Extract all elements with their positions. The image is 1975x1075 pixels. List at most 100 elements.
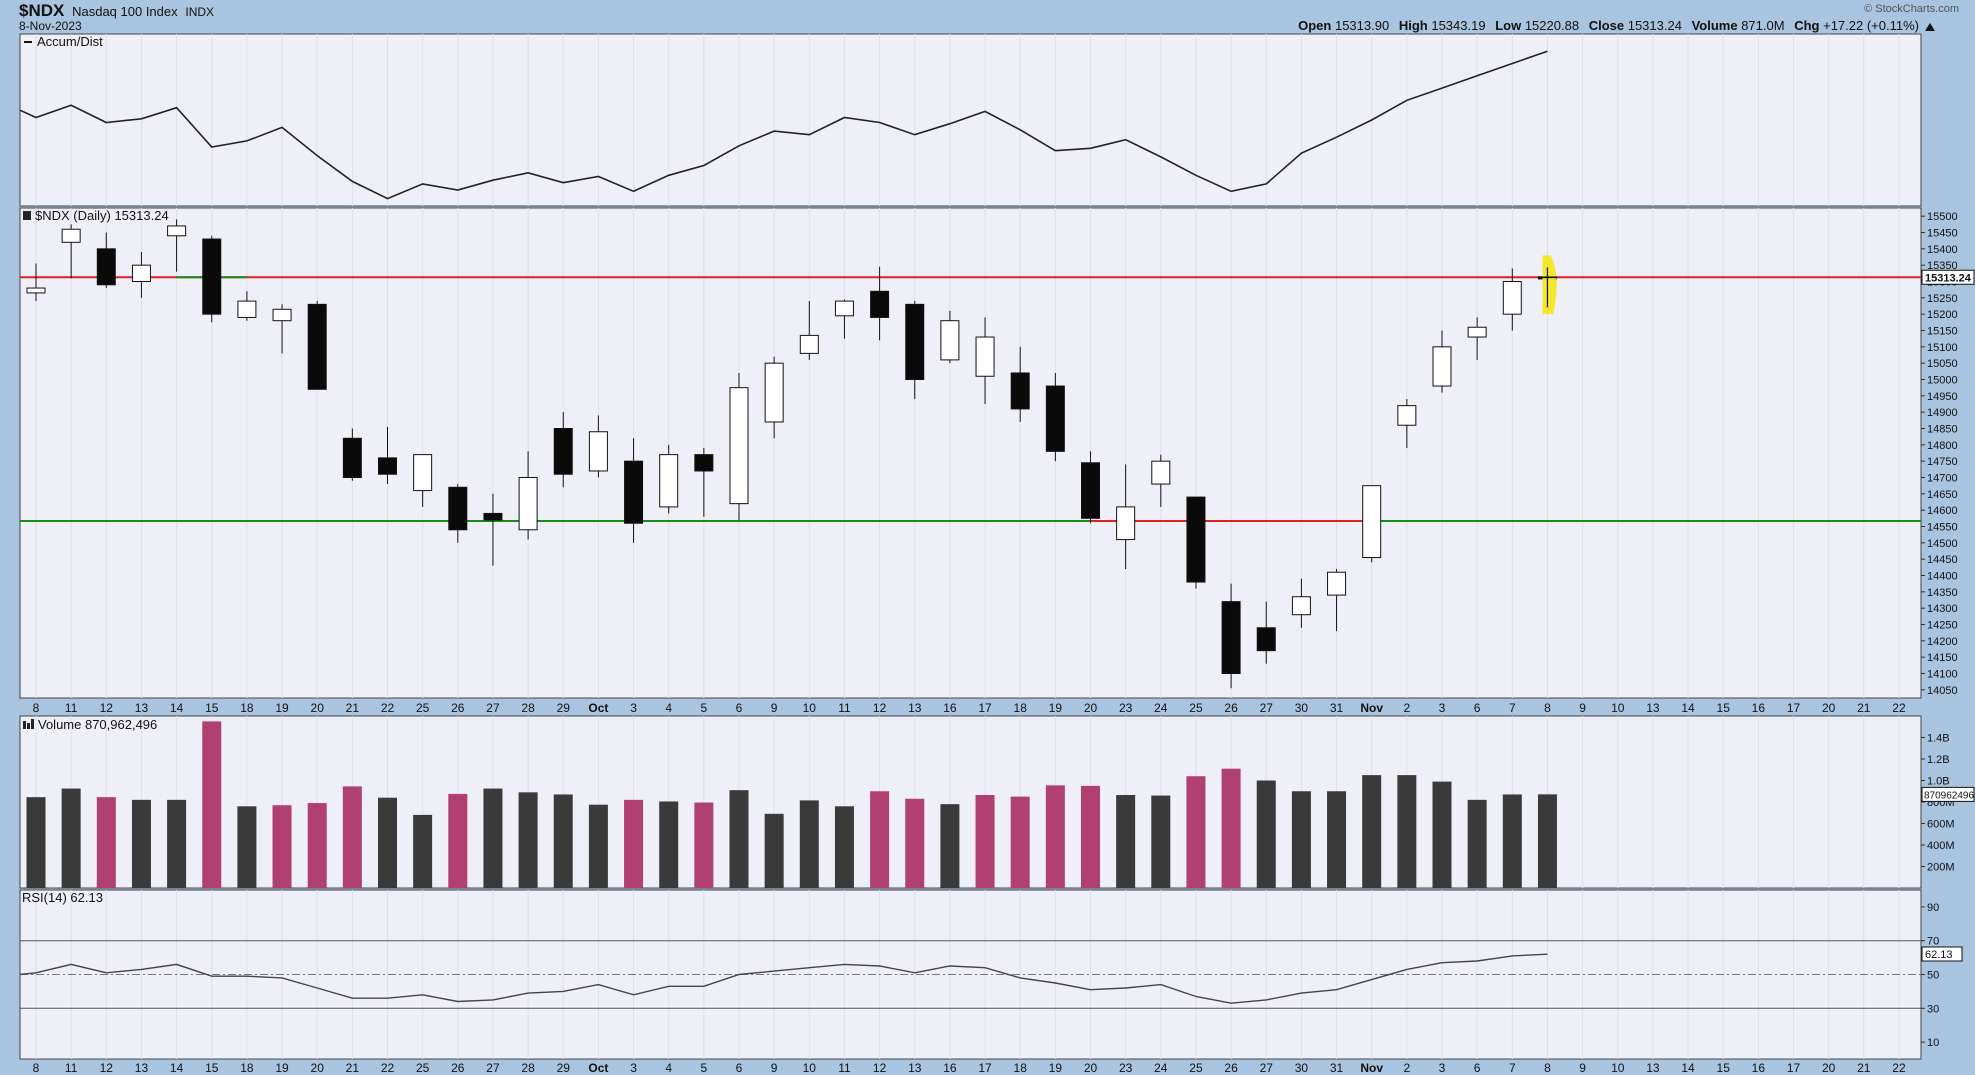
price-y-tick-label: 14550: [1927, 522, 1958, 534]
x-tick-label: 19: [275, 701, 289, 715]
x-tick-label: 26: [451, 701, 465, 715]
x-tick-label: 25: [416, 701, 430, 715]
volume-bar: [975, 795, 995, 888]
volume-bar: [1045, 785, 1065, 888]
x-tick-label: 14: [170, 1061, 184, 1075]
rsi-last-tag: [1921, 946, 1963, 962]
candle-body: [202, 238, 222, 315]
close-label: Close: [1588, 18, 1625, 33]
volume-bar: [1010, 796, 1030, 888]
accum-dist-line: [19, 50, 1548, 200]
price-y-tick-label: 14400: [1927, 571, 1958, 583]
x-tick-label: 10: [1611, 1061, 1625, 1075]
volume-bar: [1537, 794, 1557, 888]
panel-ad: [19, 33, 1922, 207]
x-tick-label: 3: [630, 701, 637, 715]
x-tick-label: 30: [1295, 701, 1309, 715]
candle-body: [1502, 281, 1522, 315]
candle-body: [975, 336, 995, 377]
candle-body: [342, 437, 362, 478]
x-tick-label: 13: [1646, 1061, 1660, 1075]
chg-label: Chg: [1794, 18, 1820, 33]
candle-body: [1151, 460, 1171, 485]
volume-bar: [1467, 799, 1487, 888]
x-tick-label: 12: [873, 701, 887, 715]
low-value: 15220.88: [1524, 18, 1580, 33]
x-tick-label: 11: [838, 701, 851, 715]
open-label: Open: [1298, 18, 1332, 33]
x-tick-label: 11: [65, 701, 78, 715]
price-y-tick-label: 14050: [1927, 685, 1958, 697]
accum-dist-label: Accum/Dist: [37, 34, 103, 49]
candle-body: [1116, 506, 1136, 541]
volume-icon: [27, 723, 30, 729]
candle-body: [272, 308, 292, 322]
x-tick-label: 24: [1154, 701, 1168, 715]
x-tick-label: 9: [1579, 701, 1586, 715]
x-tick-label: 19: [1049, 1061, 1063, 1075]
candle-body: [167, 225, 187, 237]
index-name: Nasdaq 100 Index: [72, 4, 178, 19]
x-tick-label: 17: [1787, 1061, 1801, 1075]
candle-body: [518, 477, 538, 531]
candle-body: [764, 362, 784, 423]
x-tick-label: 20: [1084, 1061, 1098, 1075]
volume-bar: [799, 800, 819, 888]
ohlc-readout: Open 15313.90 High 15343.19 Low 15220.88…: [1298, 18, 1919, 33]
panel-pr: [19, 207, 1922, 699]
volume-label: Volume: [1691, 18, 1738, 33]
x-tick-label: 16: [943, 1061, 957, 1075]
x-tick-label: 6: [1474, 701, 1481, 715]
x-tick-label: 3: [1439, 701, 1446, 715]
x-tick-label: 27: [486, 1061, 500, 1075]
volume-y-tick-label: 200M: [1927, 862, 1955, 874]
x-tick-label: 14: [170, 701, 184, 715]
candle-body: [905, 303, 925, 380]
candle-body: [61, 228, 81, 243]
candle-body: [1467, 326, 1487, 338]
rsi-y-tick-label: 70: [1927, 936, 1939, 948]
exchange: INDX: [185, 5, 215, 19]
x-tick-label: 23: [1119, 1061, 1133, 1075]
chg-arrow-icon: [1925, 23, 1935, 31]
candle-body: [1362, 485, 1382, 559]
x-tick-label: 21: [346, 701, 360, 715]
volume-bar: [61, 788, 81, 888]
volume-bar: [764, 813, 784, 888]
candle-body: [1432, 346, 1452, 387]
price-y-tick-label: 15000: [1927, 375, 1958, 387]
x-tick-label: 3: [630, 1061, 637, 1075]
chg-value: +17.22 (+0.11%): [1823, 18, 1919, 33]
x-tick-label: 17: [978, 701, 992, 715]
symbol: $NDX: [19, 1, 65, 20]
candle-body: [237, 300, 257, 318]
x-tick-label: 23: [1119, 701, 1133, 715]
x-tick-label: 5: [701, 1061, 708, 1075]
candle-body: [1221, 601, 1241, 675]
volume-bar: [834, 806, 854, 888]
volume-bar: [1432, 781, 1452, 888]
x-tick-label: 2: [1404, 1061, 1411, 1075]
volume-bar: [202, 721, 222, 888]
x-tick-label: 21: [1857, 1061, 1871, 1075]
candle-body: [1291, 596, 1311, 616]
x-tick-label: 15: [205, 701, 219, 715]
x-tick-label: 25: [1189, 1061, 1203, 1075]
rsi-line: [19, 953, 1548, 1004]
x-tick-label: 24: [1154, 1061, 1168, 1075]
x-tick-label: 2: [1404, 701, 1411, 715]
volume-bar: [167, 799, 187, 888]
x-tick-label: 13: [1646, 701, 1660, 715]
x-tick-label: 18: [240, 701, 254, 715]
x-tick-label: 25: [416, 1061, 430, 1075]
candle-body: [307, 303, 327, 390]
candle-body: [1327, 571, 1347, 596]
candle-body: [1256, 627, 1276, 652]
x-tick-label: 26: [1224, 1061, 1238, 1075]
x-tick-label: 8: [33, 701, 40, 715]
x-tick-label: 13: [135, 701, 149, 715]
x-tick-label: 30: [1295, 1061, 1309, 1075]
x-tick-label: 10: [803, 701, 817, 715]
volume-bar: [413, 814, 433, 888]
volume-bar: [1151, 795, 1171, 888]
